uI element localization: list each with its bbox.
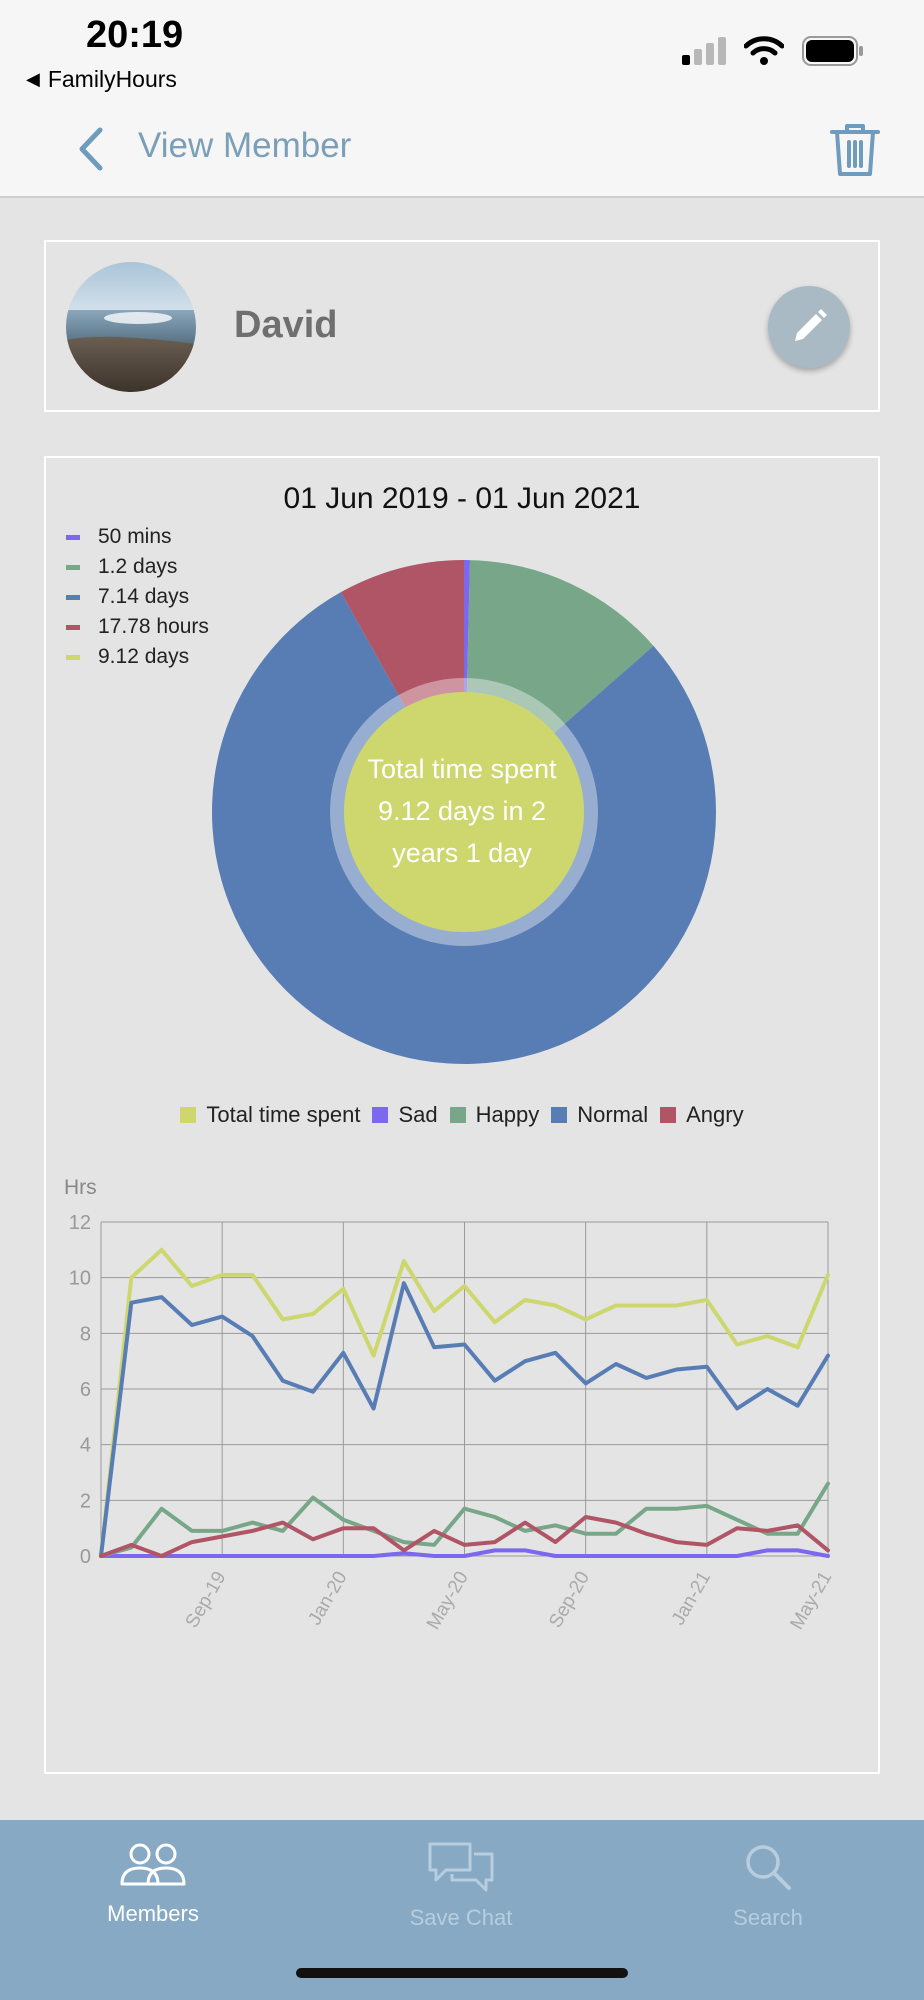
pie-legend-label: 9.12 days bbox=[98, 645, 190, 668]
series-line-total-time-spent bbox=[99, 1247, 830, 1558]
nav-header: View Member bbox=[0, 100, 924, 198]
tab-search-label: Search bbox=[733, 1905, 803, 1930]
line-legend-swatch bbox=[180, 1107, 197, 1123]
signal-icon bbox=[682, 37, 726, 65]
member-card: David bbox=[44, 240, 880, 412]
pie-legend-swatch bbox=[66, 594, 80, 600]
pie-legend-swatch bbox=[66, 564, 80, 570]
donut-center-total bbox=[344, 692, 584, 932]
pie-legend-item: 17.78 hours bbox=[66, 612, 209, 642]
edit-member-button[interactable] bbox=[768, 286, 850, 368]
pie-legend-item: 50 mins bbox=[66, 522, 209, 552]
battery-icon bbox=[802, 36, 863, 66]
y-tick-label: 2 bbox=[80, 1490, 91, 1512]
back-app-label: FamilyHours bbox=[47, 66, 177, 92]
line-legend-swatch bbox=[449, 1107, 466, 1123]
back-chevron-icon[interactable] bbox=[66, 124, 116, 174]
donut-center-text: Total time spent 9.12 days in 2 years 1 … bbox=[367, 754, 557, 868]
line-legend-item[interactable]: Normal bbox=[551, 1102, 648, 1128]
tab-members[interactable]: Members bbox=[53, 1840, 253, 1927]
avatar-beach-image bbox=[66, 262, 196, 392]
status-bar: 20:19 ◀ FamilyHours bbox=[0, 0, 924, 100]
donut-chart bbox=[212, 560, 717, 1064]
y-tick-label: 10 bbox=[69, 1268, 91, 1290]
series-line-happy bbox=[99, 1481, 830, 1558]
line-legend-item[interactable]: Happy bbox=[449, 1102, 540, 1128]
tab-search[interactable]: Search bbox=[668, 1840, 868, 1931]
pie-legend-label: 1.2 days bbox=[98, 555, 178, 578]
pie-legend-label: 50 mins bbox=[98, 525, 172, 548]
member-name: David bbox=[234, 304, 338, 346]
status-time: 20:19 bbox=[86, 14, 184, 56]
page-title: View Member bbox=[138, 126, 352, 165]
y-tick-label: 6 bbox=[80, 1379, 91, 1401]
line-legend-item[interactable]: Total time spent bbox=[180, 1102, 360, 1128]
avatar bbox=[66, 262, 196, 392]
line-legend-swatch bbox=[551, 1107, 568, 1123]
line-chart-legend: Total time spent Sad Happy Normal Angry bbox=[46, 1102, 878, 1128]
pie-legend-label: 17.78 hours bbox=[98, 615, 209, 638]
tab-bar: Members Save Chat Search bbox=[0, 1820, 924, 2000]
line-legend-item[interactable]: Sad bbox=[372, 1102, 438, 1128]
x-tick-label: Jan-20 bbox=[304, 1568, 351, 1629]
x-tick-label: Jan-21 bbox=[668, 1568, 715, 1629]
wifi-icon bbox=[744, 36, 784, 65]
x-tick-label: Sep-19 bbox=[182, 1568, 231, 1632]
pie-legend: 50 mins 1.2 days 7.14 days 17.78 hours 9.12 … bbox=[66, 522, 209, 672]
search-icon bbox=[746, 1845, 791, 1890]
chart-date-range: 01 Jun 2019 - 01 Jun 2021 bbox=[283, 482, 641, 515]
x-tick-label: May-20 bbox=[423, 1568, 473, 1633]
tab-save-chat[interactable]: Save Chat bbox=[361, 1840, 561, 1931]
pie-legend-swatch bbox=[66, 624, 80, 630]
y-tick-label: 8 bbox=[80, 1323, 91, 1345]
line-legend-swatch bbox=[372, 1107, 389, 1123]
line-legend-label: Sad bbox=[398, 1102, 438, 1127]
line-legend-swatch bbox=[660, 1107, 677, 1123]
trash-icon[interactable] bbox=[828, 122, 882, 178]
chart-card: 01 Jun 2019 - 01 Jun 2021 50 mins 1.2 day… bbox=[44, 456, 880, 1774]
tab-members-label: Members bbox=[107, 1901, 199, 1926]
back-triangle-icon: ◀ bbox=[26, 69, 40, 89]
back-to-app-link[interactable]: ◀ FamilyHours bbox=[26, 66, 177, 93]
status-icons bbox=[682, 36, 864, 66]
tab-save-chat-label: Save Chat bbox=[409, 1905, 513, 1930]
y-tick-label: 4 bbox=[80, 1435, 91, 1457]
pie-legend-label: 7.14 days bbox=[98, 585, 190, 608]
line-chart: Hrs 0 2 4 6 8 10 12 Sep-19 Jan-20 May-20 Sep-20 Jan-… bbox=[64, 1176, 836, 1633]
line-legend-item[interactable]: Angry bbox=[660, 1102, 744, 1128]
pie-legend-item: 7.14 days bbox=[66, 582, 209, 612]
pie-legend-swatch bbox=[66, 534, 80, 540]
home-indicator bbox=[296, 1968, 628, 1978]
series-line-normal bbox=[99, 1281, 830, 1558]
y-tick-label: 12 bbox=[69, 1212, 91, 1234]
pie-legend-swatch bbox=[66, 654, 80, 660]
line-legend-label: Total time spent bbox=[206, 1102, 361, 1127]
x-tick-label: Sep-20 bbox=[545, 1568, 594, 1632]
series-line-sad bbox=[99, 1548, 830, 1558]
y-axis-label: Hrs bbox=[64, 1176, 97, 1199]
series-line-angry bbox=[99, 1515, 830, 1558]
pie-legend-item: 1.2 days bbox=[66, 552, 209, 582]
pie-legend-item: 9.12 days bbox=[66, 642, 209, 672]
chat-icon bbox=[428, 1842, 494, 1892]
line-legend-label: Normal bbox=[577, 1102, 649, 1127]
y-tick-label: 0 bbox=[80, 1546, 91, 1568]
line-legend-label: Angry bbox=[686, 1102, 744, 1127]
line-legend-label: Happy bbox=[475, 1102, 540, 1127]
pencil-icon bbox=[795, 309, 827, 341]
members-icon bbox=[120, 1843, 186, 1886]
x-tick-label: May-21 bbox=[786, 1568, 836, 1633]
